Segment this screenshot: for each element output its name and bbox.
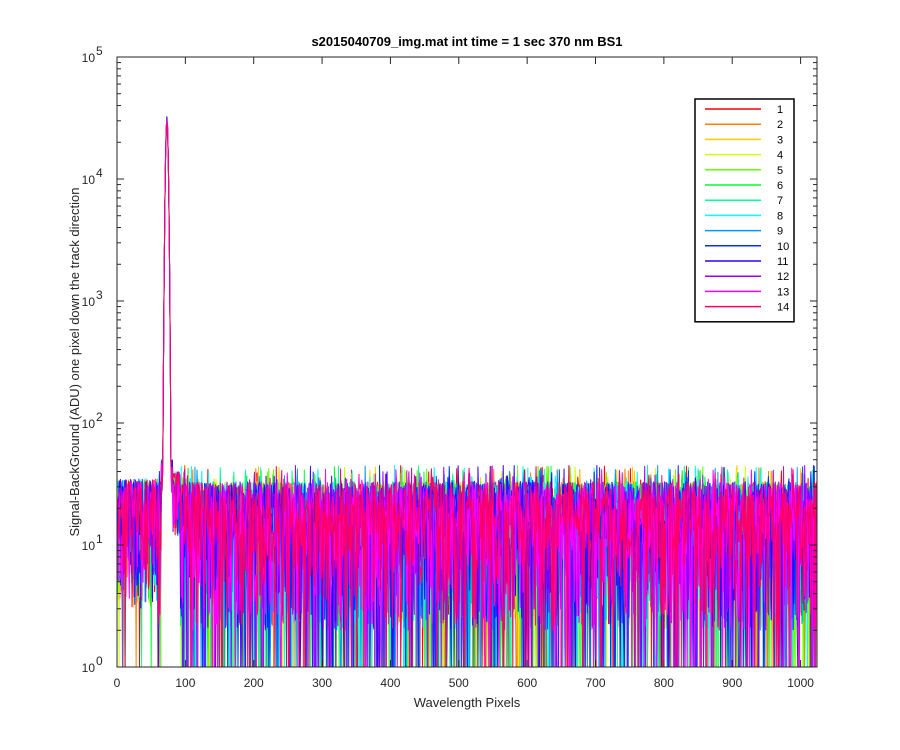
chart-title: s2015040709_img.mat int time = 1 sec 370… (311, 34, 622, 49)
y-tick-label: 10 (82, 539, 96, 553)
y-tick-exponent: 4 (96, 166, 103, 180)
legend-label-9: 9 (777, 226, 783, 238)
x-tick-label: 500 (449, 676, 469, 690)
legend-label-12: 12 (777, 271, 789, 283)
y-tick-label: 10 (82, 51, 96, 65)
legend-label-10: 10 (777, 241, 789, 253)
legend-label-2: 2 (777, 119, 783, 131)
x-tick-label: 0 (114, 676, 121, 690)
axes-box (116, 56, 818, 668)
y-tick-exponent: 5 (96, 44, 103, 58)
legend-label-13: 13 (777, 286, 789, 298)
x-tick-label: 600 (517, 676, 537, 690)
legend-label-14: 14 (777, 302, 789, 314)
x-tick-label: 400 (380, 676, 400, 690)
x-axis-label: Wavelength Pixels (414, 695, 521, 710)
y-tick-label: 10 (82, 417, 96, 431)
y-tick-exponent: 2 (96, 410, 103, 424)
legend-label-3: 3 (777, 134, 783, 146)
y-axis-label: Signal-BackGround (ADU) one pixel down t… (67, 187, 82, 536)
x-tick-label: 800 (654, 676, 674, 690)
legend-box (694, 98, 795, 323)
x-tick-label: 900 (722, 676, 742, 690)
legend-label-8: 8 (777, 210, 783, 222)
y-tick-label: 10 (82, 173, 96, 187)
x-tick-label: 100 (175, 676, 195, 690)
series-line-14 (117, 123, 817, 667)
y-tick-exponent: 0 (96, 654, 103, 668)
legend-label-7: 7 (777, 195, 783, 207)
y-tick-label: 10 (82, 295, 96, 309)
legend-label-11: 11 (777, 256, 788, 268)
legend-label-4: 4 (777, 150, 783, 162)
legend-label-5: 5 (777, 165, 783, 177)
legend-label-6: 6 (777, 180, 783, 192)
x-tick-label: 1000 (787, 676, 814, 690)
x-tick-label: 300 (312, 676, 332, 690)
x-tick-label: 700 (586, 676, 606, 690)
legend-label-1: 1 (777, 104, 783, 116)
x-tick-label: 200 (244, 676, 264, 690)
y-tick-exponent: 3 (96, 288, 103, 302)
y-tick-exponent: 1 (96, 532, 103, 546)
y-tick-label: 10 (82, 661, 96, 675)
